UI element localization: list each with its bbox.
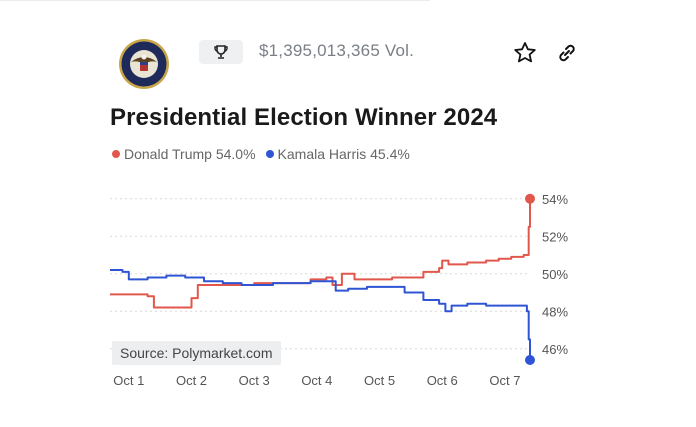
legend-label-harris: Kamala Harris 45.4% [277, 146, 410, 162]
series-line-harris [110, 269, 531, 360]
x-tick-label: Oct 2 [176, 373, 207, 388]
y-tick-label: 54% [542, 192, 568, 207]
x-tick-label: Oct 6 [427, 373, 458, 388]
y-tick-label: 48% [542, 304, 568, 319]
legend-swatch-trump [112, 150, 120, 158]
chart-title: Presidential Election Winner 2024 [110, 104, 498, 131]
series-line-trump [110, 198, 531, 309]
x-tick-label: Oct 7 [489, 373, 520, 388]
chart-legend: Donald Trump 54.0% Kamala Harris 45.4% [112, 146, 420, 162]
top-divider [0, 0, 430, 1]
y-tick-label: 46% [542, 342, 568, 357]
y-tick-label: 50% [542, 267, 568, 282]
volume-text: $1,395,013,365 Vol. [259, 41, 415, 60]
series-endpoint-harris [525, 355, 535, 365]
source-label: Source: Polymarket.com [112, 341, 281, 365]
star-icon [514, 42, 536, 63]
legend-item-trump: Donald Trump 54.0% [112, 146, 256, 162]
x-tick-label: Oct 5 [364, 373, 395, 388]
trophy-icon [214, 45, 228, 59]
x-tick-label: Oct 4 [301, 373, 332, 388]
legend-label-trump: Donald Trump 54.0% [124, 146, 256, 162]
series-endpoint-trump [525, 193, 535, 204]
trophy-button[interactable] [199, 40, 243, 64]
favorite-button[interactable] [512, 40, 538, 66]
legend-item-harris: Kamala Harris 45.4% [265, 146, 410, 162]
legend-swatch-harris [265, 150, 274, 158]
x-tick-label: Oct 3 [239, 373, 270, 388]
copy-link-button[interactable] [554, 40, 580, 66]
link-icon [559, 44, 575, 62]
x-tick-label: Oct 1 [113, 373, 144, 388]
presidential-seal-icon [109, 38, 179, 90]
y-tick-label: 52% [542, 229, 568, 244]
